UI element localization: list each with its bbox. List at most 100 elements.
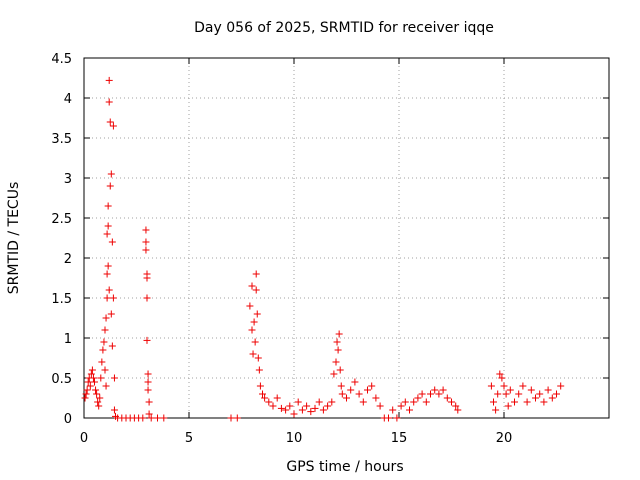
data-point <box>255 366 263 374</box>
data-point <box>105 286 113 294</box>
data-point <box>355 390 363 398</box>
data-point <box>422 398 430 406</box>
data-point <box>410 398 418 406</box>
data-point <box>333 338 341 346</box>
data-point <box>454 406 462 414</box>
data-point <box>109 294 117 302</box>
data-point <box>536 390 544 398</box>
data-point <box>86 382 94 390</box>
data-point <box>298 406 306 414</box>
data-point <box>160 414 168 422</box>
data-point <box>92 386 100 394</box>
plot-frame <box>83 57 610 419</box>
chart-title: Day 056 of 2025, SRMTID for receiver iqq… <box>194 20 494 36</box>
data-point <box>227 414 235 422</box>
y-tick-label: 4.5 <box>51 52 72 67</box>
data-point <box>548 394 556 402</box>
data-point <box>553 390 560 398</box>
data-point <box>492 406 500 414</box>
x-tick-label: 15 <box>391 431 408 446</box>
data-point <box>103 230 111 238</box>
data-point <box>95 402 103 410</box>
data-point <box>294 398 302 406</box>
y-tick-label: 2.5 <box>51 212 72 227</box>
data-point <box>324 402 332 410</box>
data-point <box>147 414 155 422</box>
data-point <box>107 170 115 178</box>
data-point <box>261 394 269 402</box>
data-point <box>502 390 510 398</box>
y-tick-label: 0 <box>64 412 72 427</box>
data-point <box>282 406 290 414</box>
data-point <box>102 382 110 390</box>
data-point <box>337 382 345 390</box>
data-point <box>515 390 523 398</box>
data-point <box>448 398 455 406</box>
grid-lines <box>84 58 609 418</box>
data-point <box>544 386 552 394</box>
data-points <box>81 76 565 422</box>
data-point <box>252 270 260 278</box>
data-point <box>104 222 112 230</box>
data-point <box>527 386 535 394</box>
data-point <box>89 374 97 382</box>
data-point <box>106 118 114 126</box>
y-tick-labels: 0 0.5 1 1.5 2 2.5 3 3.5 4 4.5 <box>51 52 72 427</box>
data-point <box>105 76 113 84</box>
data-point <box>364 386 371 394</box>
data-point <box>259 390 266 398</box>
data-point <box>99 346 107 354</box>
data-point <box>372 394 380 402</box>
data-point <box>277 404 285 412</box>
data-point <box>523 398 531 406</box>
data-point <box>142 246 150 254</box>
x-tick-labels: 0 5 10 15 20 <box>80 431 512 446</box>
data-point <box>336 366 344 374</box>
data-point <box>359 398 367 406</box>
data-point <box>334 346 342 354</box>
data-point <box>142 238 150 246</box>
data-point <box>330 370 338 378</box>
data-point <box>443 394 451 402</box>
data-point <box>532 394 539 402</box>
data-point <box>519 382 527 390</box>
data-point <box>504 402 512 410</box>
data-point <box>290 410 298 418</box>
data-point <box>490 398 497 406</box>
y-tick-label: 3.5 <box>51 132 72 147</box>
data-point <box>418 390 426 398</box>
data-point <box>452 402 460 410</box>
data-point <box>110 406 118 414</box>
data-point <box>100 338 108 346</box>
data-point <box>540 398 548 406</box>
data-point <box>103 294 111 302</box>
data-point <box>139 414 147 422</box>
y-tick-label: 1.5 <box>51 292 72 307</box>
data-point <box>351 378 359 386</box>
data-point <box>145 398 153 406</box>
data-point <box>101 366 109 374</box>
x-tick-label: 20 <box>496 431 513 446</box>
data-point <box>82 390 90 398</box>
data-point <box>96 394 104 402</box>
data-point <box>406 406 413 414</box>
x-tick-label: 0 <box>80 431 88 446</box>
data-point <box>252 286 260 294</box>
data-point <box>97 374 105 382</box>
data-point <box>246 302 254 310</box>
x-tick-label: 10 <box>286 431 303 446</box>
data-point <box>265 398 273 406</box>
data-point <box>393 414 401 422</box>
data-point <box>143 294 151 302</box>
data-point <box>83 386 91 394</box>
x-axis-label: GPS time / hours <box>286 459 403 475</box>
data-point <box>389 406 397 414</box>
y-axis-label: SRMTID / TECUs <box>6 182 22 295</box>
data-point <box>253 310 261 318</box>
data-point <box>103 270 111 278</box>
data-point <box>338 390 346 398</box>
data-point <box>414 394 422 402</box>
data-point <box>81 394 89 402</box>
